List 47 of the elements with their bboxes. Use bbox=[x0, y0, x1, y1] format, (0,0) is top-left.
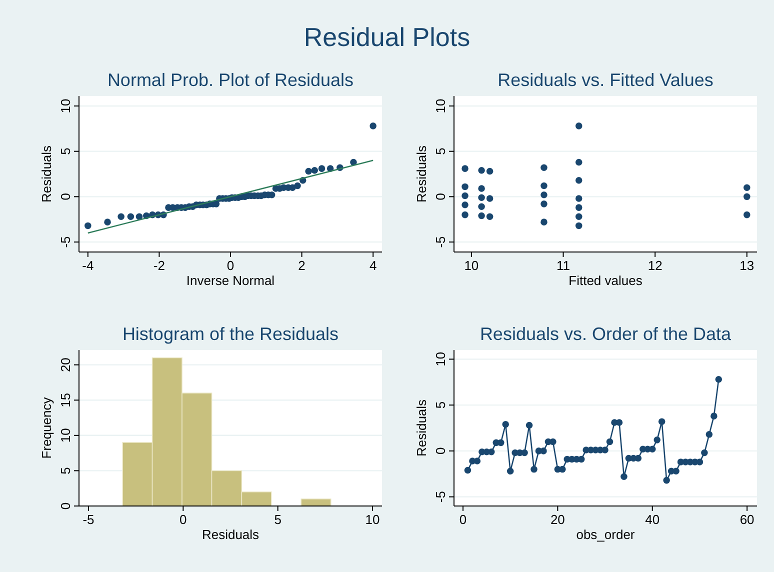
chart-title: Histogram of the Residuals bbox=[122, 324, 339, 344]
y-tick-label: -5 bbox=[433, 491, 448, 503]
y-axis-title: Residuals bbox=[414, 144, 429, 203]
y-tick-label: 5 bbox=[58, 148, 73, 155]
x-axis-title: Fitted values bbox=[568, 273, 643, 288]
y-axis-title: Residuals bbox=[414, 398, 429, 457]
y-tick-label: 10 bbox=[433, 352, 448, 366]
chart-title: Normal Prob. Plot of Residuals bbox=[107, 70, 354, 90]
y-tick-label: 10 bbox=[58, 428, 73, 443]
y-tick-label: 15 bbox=[58, 392, 73, 408]
x-tick-label: 11 bbox=[556, 258, 570, 273]
x-tick-label: -5 bbox=[82, 512, 94, 527]
y-tick-label: 0 bbox=[58, 502, 73, 510]
y-tick-label: -5 bbox=[58, 236, 73, 248]
x-tick-label: 13 bbox=[740, 258, 754, 273]
text: Residual Plots bbox=[304, 22, 470, 52]
x-tick-label: 12 bbox=[648, 258, 662, 273]
x-tick-label: 60 bbox=[740, 512, 754, 527]
x-tick-label: 10 bbox=[365, 512, 380, 527]
y-tick-label: -5 bbox=[433, 236, 448, 248]
x-tick-label: 4 bbox=[369, 258, 377, 273]
y-tick-label: 5 bbox=[433, 401, 448, 409]
x-tick-label: -2 bbox=[153, 258, 165, 273]
y-axis-title: Residuals bbox=[39, 144, 54, 203]
y-tick-label: 10 bbox=[433, 98, 448, 114]
x-tick-label: -4 bbox=[82, 258, 94, 273]
chart-title: Residuals vs. Fitted Values bbox=[498, 70, 714, 90]
x-tick-label: 0 bbox=[180, 512, 187, 527]
x-tick-label: 0 bbox=[459, 512, 467, 527]
y-tick-label: 5 bbox=[433, 148, 448, 155]
chart-title: Residuals vs. Order of the Data bbox=[480, 324, 732, 344]
x-axis-title: obs_order bbox=[576, 527, 636, 542]
x-axis-title: Inverse Normal bbox=[186, 273, 275, 288]
x-tick-label: 0 bbox=[226, 258, 234, 273]
y-tick-label: 0 bbox=[433, 193, 448, 200]
y-tick-label: 20 bbox=[58, 358, 73, 372]
y-tick-label: 0 bbox=[433, 447, 448, 455]
y-axis-title: Frequency bbox=[39, 396, 54, 459]
x-tick-label: 40 bbox=[645, 512, 660, 527]
y-tick-label: 5 bbox=[58, 467, 73, 474]
x-tick-label: 10 bbox=[464, 258, 479, 273]
x-tick-label: 5 bbox=[274, 512, 282, 527]
y-tick-label: 10 bbox=[58, 98, 73, 114]
x-tick-label: 2 bbox=[298, 258, 306, 273]
x-axis-title: Residuals bbox=[202, 527, 260, 542]
y-tick-label: 0 bbox=[58, 193, 73, 200]
x-tick-label: 20 bbox=[550, 512, 565, 527]
